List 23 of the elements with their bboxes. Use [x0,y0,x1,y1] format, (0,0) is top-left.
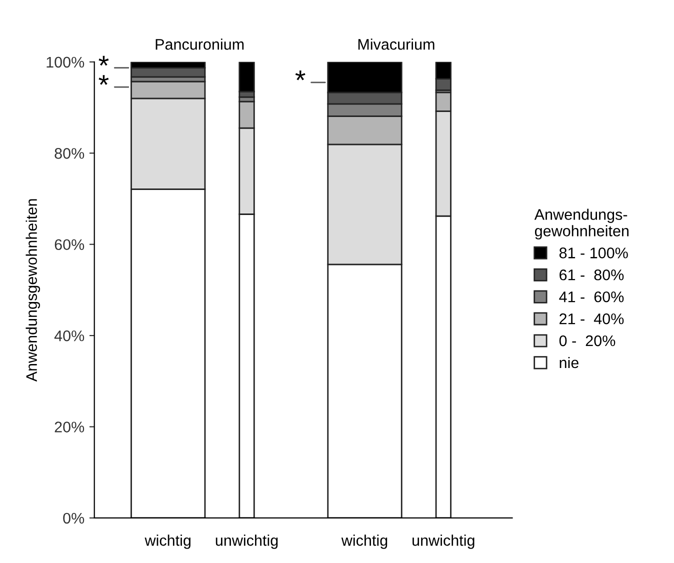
x-tick-label: unwichtig [216,534,278,549]
legend-label: 41 - 60% [559,291,624,302]
annotation: * [98,56,109,66]
y-tick-label: 60% [54,239,84,250]
text: Mivacurium [358,38,434,50]
legend-label: 61 - 80% [560,269,624,280]
x-tick-label: wichtig [144,534,190,549]
x-tick-label: wichtig [341,534,388,549]
y-axis-title: Anwendungsgewohnheiten [26,199,40,382]
y-tick-label: 80% [54,148,84,159]
text: Pancuronium [156,38,244,50]
y-tick-label: 100% [46,56,84,68]
legend-label: 21 - 40% [560,313,624,324]
legend-title: Anwendungs- gewohnheiten [534,208,628,240]
y-tick-label: 20% [54,422,84,432]
y-tick-label: 0% [63,512,84,524]
legend-label: 81 - 100% [559,248,628,258]
x-tick-label: unwichtig [412,534,474,549]
y-tick-label: 40% [54,330,84,342]
legend-label: nie [560,356,578,368]
legend-label: 0 - 20% [559,335,616,346]
annotation: * [98,75,109,85]
annotation: * [295,70,306,80]
